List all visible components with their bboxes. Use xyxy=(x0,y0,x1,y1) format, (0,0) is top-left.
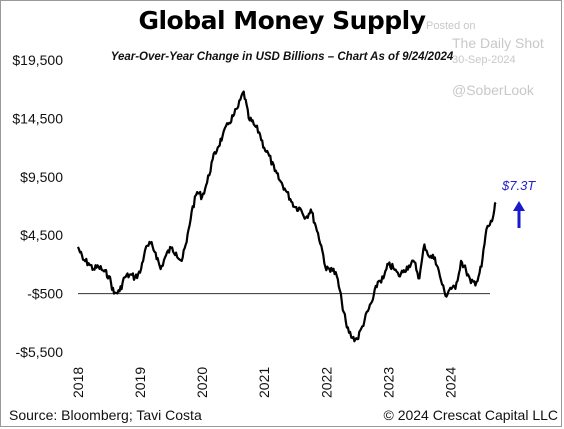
y-tick-label: -$500 xyxy=(27,286,63,302)
y-tick-label: $14,500 xyxy=(12,110,63,126)
source-note: Source: Bloomberg; Tavi Costa xyxy=(9,407,202,423)
x-tick-label: 2021 xyxy=(256,367,272,398)
x-tick-label: 2023 xyxy=(380,367,396,398)
chart-title: Global Money Supply xyxy=(138,6,426,35)
watermark-source: The Daily Shot xyxy=(452,35,544,51)
watermark-date: 30-Sep-2024 xyxy=(452,54,516,66)
y-tick-label: -$5,500 xyxy=(16,344,64,360)
x-axis: 2018 2019 2020 2021 2022 2023 2024 xyxy=(70,367,458,398)
x-tick-label: 2022 xyxy=(318,367,334,398)
watermark-handle: @SoberLook xyxy=(452,82,534,98)
chart-subtitle: Year-Over-Year Change in USD Billions – … xyxy=(110,51,454,63)
annotation-label: $7.3T xyxy=(502,178,536,193)
x-tick-label: 2019 xyxy=(132,367,148,398)
x-tick-label: 2018 xyxy=(70,367,86,398)
up-arrow-icon xyxy=(513,201,525,228)
x-tick-label: 2020 xyxy=(194,367,210,398)
y-tick-label: $4,500 xyxy=(20,227,63,243)
copyright-note: © 2024 Crescat Capital LLC xyxy=(383,407,558,423)
x-tick-label: 2024 xyxy=(442,367,458,398)
y-axis: $19,500 $14,500 $9,500 $4,500 -$500 -$5,500 xyxy=(12,52,63,360)
series-line xyxy=(76,90,497,343)
watermark-posted: Posted on xyxy=(426,20,476,32)
y-tick-label: $19,500 xyxy=(12,52,63,68)
y-tick-label: $9,500 xyxy=(20,169,63,185)
